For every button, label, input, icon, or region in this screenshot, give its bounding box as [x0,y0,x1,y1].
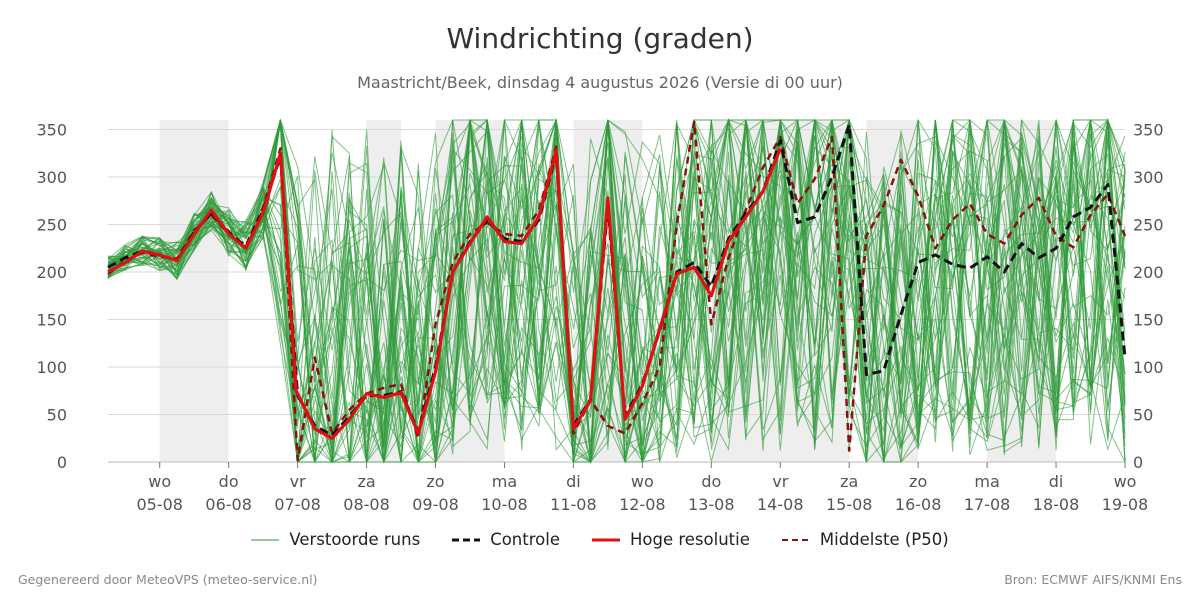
legend-label-median: Middelste (P50) [819,530,949,549]
x-tick-date: 09-08 [412,495,459,514]
x-tick-date: 16-08 [895,495,942,514]
y-axis-right: 0 50 100 150 200 250 300 350 [1133,121,1164,473]
ensemble-line-42 [107,118,1126,463]
y-tick-label-right: 100 [1133,358,1164,377]
median-line [107,120,1127,462]
ensemble-line-23 [107,118,1126,464]
ensemble-line-47 [107,118,1126,464]
legend-swatch-ensemble [251,539,280,540]
legend-swatch-control [452,538,481,541]
main-series-lines [107,120,1127,462]
x-tick-weekday: di [566,472,581,491]
legend: Verstoorde runs Controle Hoge resolutie … [0,530,1200,549]
x-tick-weekday: za [840,472,858,491]
x-tick-weekday: ma [492,472,517,491]
legend-item-hires[interactable]: Hoge resolutie [591,530,750,549]
x-tick-weekday: vr [290,472,306,491]
y-tick-label-right: 0 [1133,453,1143,472]
ensemble-line-18 [107,118,1126,464]
y-tick-label-left: 200 [36,263,67,282]
y-tick-label-left: 300 [36,168,67,187]
x-tick-date: 19-08 [1102,495,1149,514]
legend-swatch-hires [591,538,620,541]
x-tick-date: 18-08 [1033,495,1080,514]
x-tick-weekday: vr [772,472,788,491]
y-tick-label-left: 250 [36,216,67,235]
x-tick-date: 08-08 [343,495,390,514]
ensemble-line-35 [107,118,1126,463]
ensemble-line-36 [107,119,1126,463]
x-tick-weekday: do [701,472,721,491]
x-tick-date: 11-08 [550,495,597,514]
legend-label-hires: Hoge resolutie [629,530,750,549]
y-tick-label-right: 350 [1133,121,1164,140]
chart-subtitle: Maastricht/Beek, dinsdag 4 augustus 2026… [357,73,843,92]
x-tick-weekday: do [219,472,239,491]
footer-source: Bron: ECMWF AIFS/KNMI Ens [1004,572,1182,587]
shaded-band-0 [159,120,229,462]
ensemble-member-lines [107,118,1126,464]
x-tick-date: 06-08 [205,495,252,514]
y-tick-label-left: 100 [36,358,67,377]
y-axis-left: 0 50 100 150 200 250 300 350 [36,121,67,473]
footer-generated-by: Gegenereerd door MeteoVPS (meteo-service… [18,572,318,587]
high-resolution-line [107,147,782,440]
ensemble-line-34 [107,119,1126,464]
y-tick-label-left: 150 [36,311,67,330]
chart-title: Windrichting (graden) [446,22,754,55]
legend-swatch-median [781,538,810,541]
legend-item-median[interactable]: Middelste (P50) [781,530,949,549]
x-tick-date: 14-08 [757,495,804,514]
legend-item-control[interactable]: Controle [452,530,560,549]
y-tick-label-left: 350 [36,121,67,140]
y-tick-label-right: 150 [1133,311,1164,330]
x-tick-date: 05-08 [136,495,183,514]
x-tick-date: 13-08 [688,495,735,514]
x-axis: wo 05-08 do 06-08 vr 07-08 za 08-08 zo 09-08 ma 10-… [136,462,1148,514]
y-tick-label-left: 50 [47,406,67,425]
x-tick-weekday: wo [148,472,171,491]
ensemble-line-16 [107,119,1126,457]
legend-label-control: Controle [490,530,560,549]
x-tick-weekday: zo [909,472,927,491]
x-tick-date: 15-08 [826,495,873,514]
y-tick-label-right: 200 [1133,263,1164,282]
ensemble-line-45 [107,119,1126,464]
ensemble-line-43 [107,119,1126,464]
legend-label-ensemble: Verstoorde runs [289,530,421,549]
x-tick-weekday: wo [631,472,654,491]
x-tick-weekday: za [357,472,375,491]
x-tick-weekday: zo [426,472,444,491]
ensemble-line-49 [107,118,1126,464]
x-tick-weekday: di [1049,472,1064,491]
y-tick-label-right: 50 [1133,406,1153,425]
x-tick-weekday: wo [1114,472,1137,491]
x-tick-date: 12-08 [619,495,666,514]
x-tick-date: 17-08 [964,495,1011,514]
x-tick-weekday: ma [974,472,999,491]
y-tick-label-left: 0 [57,453,67,472]
y-tick-label-right: 300 [1133,168,1164,187]
y-tick-label-right: 250 [1133,216,1164,235]
x-tick-date: 10-08 [481,495,528,514]
x-tick-date: 07-08 [274,495,321,514]
legend-item-ensemble[interactable]: Verstoorde runs [251,530,420,549]
